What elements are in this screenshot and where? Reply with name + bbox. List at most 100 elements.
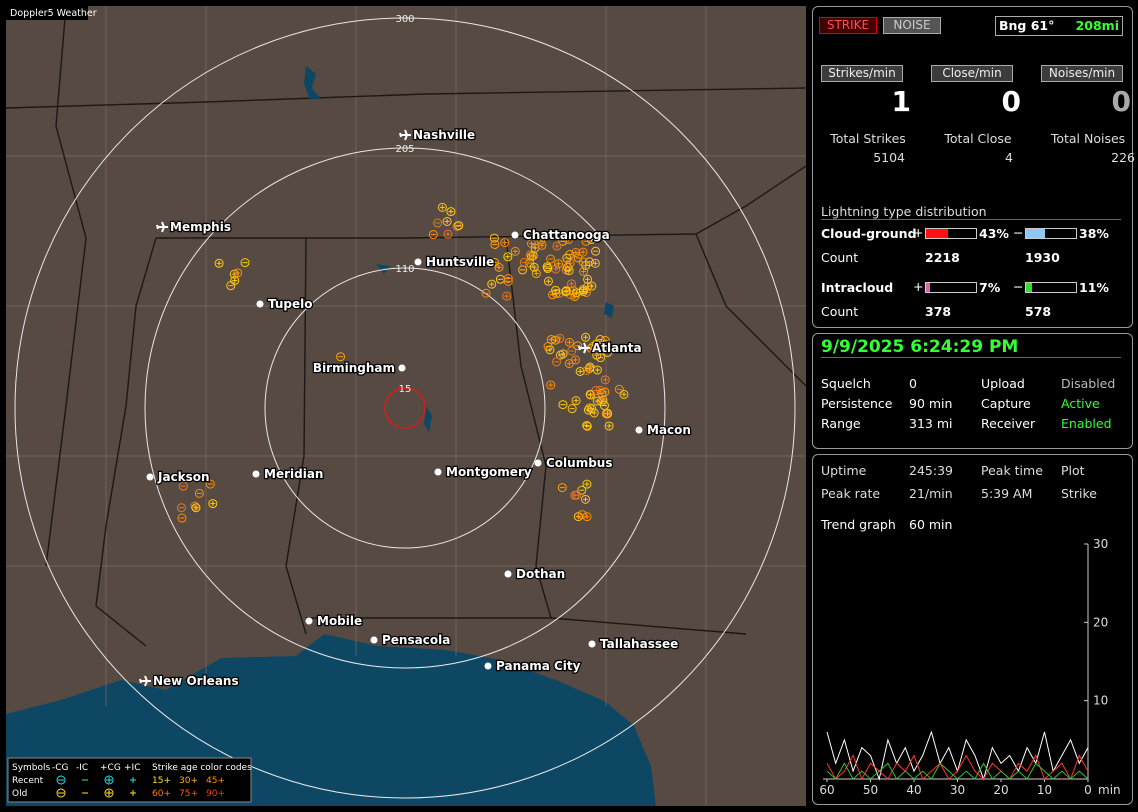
strike-ring <box>583 405 593 415</box>
strike-ring <box>601 409 611 419</box>
strike-ring <box>454 221 464 231</box>
range-rings: 15 110 205 300 <box>14 14 796 799</box>
strike-ring <box>582 421 592 431</box>
field: Peak rate <box>821 486 881 501</box>
strike-symbol <box>582 365 592 375</box>
strike-ring <box>586 235 596 245</box>
field: Strike <box>1061 486 1097 501</box>
strike-symbol <box>565 258 575 268</box>
count-label: Count <box>821 250 859 265</box>
y-tick-label: 10 <box>1093 694 1108 708</box>
strike-symbol <box>503 252 513 262</box>
strike-symbol <box>558 349 568 359</box>
legend-text: -IC <box>76 763 88 773</box>
rate-header: Close/min <box>931 65 1013 82</box>
strike-symbol <box>567 346 577 356</box>
x-tick-label: 20 <box>993 783 1008 797</box>
bearing: Bng 61° <box>999 18 1055 33</box>
strike-ring <box>537 240 547 250</box>
trend-line <box>826 754 1089 781</box>
strike-ring <box>500 238 510 248</box>
count: 578 <box>1025 304 1052 319</box>
legend-text: -CG <box>52 763 69 773</box>
strikes <box>176 202 629 523</box>
strike-symbol <box>490 239 500 249</box>
x-tick-label: 50 <box>863 783 878 797</box>
strike-symbol <box>437 202 447 212</box>
strike-ring <box>546 254 556 264</box>
strike-symbol <box>526 238 536 248</box>
strike-ring <box>214 258 224 268</box>
strike-symbol <box>570 291 580 301</box>
city-label: Tallahassee <box>600 637 678 651</box>
strike-symbol <box>489 233 499 243</box>
sign: + <box>913 279 924 294</box>
strike-ring <box>562 253 572 263</box>
strike-ring <box>564 337 574 347</box>
strike-symbol <box>494 262 504 272</box>
strike-symbol <box>240 258 250 268</box>
total-value: 226 <box>1111 150 1135 165</box>
legend-text: 15+ <box>152 776 171 786</box>
strike-symbol <box>502 291 512 301</box>
trend-graph: 10 20 30 60 50 40 30 20 10 0 min <box>819 537 1120 797</box>
legend-text: Old <box>12 789 27 799</box>
rate-value: 0 <box>1001 85 1021 118</box>
strike-ring <box>580 494 590 504</box>
strike-ring <box>578 247 588 257</box>
x-tick-label: 10 <box>1037 783 1052 797</box>
strike-symbol <box>546 254 556 264</box>
strike-symbol <box>564 235 574 245</box>
strike-symbol <box>490 257 500 267</box>
strike-ring <box>582 479 592 489</box>
city-dot <box>434 468 442 476</box>
strike-ring <box>570 291 580 301</box>
strike-symbol <box>529 262 539 272</box>
city-dot <box>534 459 542 467</box>
city-dot <box>252 470 260 478</box>
trend-line <box>826 762 1089 780</box>
state-lines <box>6 6 806 647</box>
strike-ring <box>190 501 200 511</box>
strike-symbol <box>600 375 610 385</box>
strike-ring <box>510 246 520 256</box>
stats-panel: Uptime 245:39 Peak time Plot Peak rate 21/min… <box>812 454 1133 805</box>
strike-symbol <box>567 404 577 414</box>
strike-symbol <box>582 421 592 431</box>
legend-text: 45+ <box>206 776 225 786</box>
strike-ring <box>336 352 346 362</box>
total-label: Total Strikes <box>830 131 906 146</box>
strike-symbol <box>503 276 513 286</box>
percent: 43% <box>979 226 1009 241</box>
legend-text: 75+ <box>179 789 198 799</box>
y-tick-label: 20 <box>1093 615 1108 629</box>
strike-symbol <box>577 485 587 495</box>
rate-header: Noises/min <box>1041 65 1123 82</box>
strike-button[interactable]: STRIKE <box>819 17 877 34</box>
strike-ring <box>503 252 513 262</box>
city-dot <box>511 231 519 239</box>
strike-symbol <box>592 396 602 406</box>
noise-button[interactable]: NOISE <box>883 17 941 34</box>
strike-symbol <box>571 355 581 365</box>
ring-label: 300 <box>395 14 414 25</box>
strike-symbol <box>454 221 464 231</box>
city-label: Meridian <box>264 467 323 481</box>
strike-symbol <box>548 290 558 300</box>
strike-symbol <box>571 396 581 406</box>
strike-ring <box>571 396 581 406</box>
legend-symbol <box>56 775 66 785</box>
strike-ring <box>437 202 447 212</box>
city-label: Birmingham <box>313 361 395 375</box>
strike-ring <box>489 233 499 243</box>
strike-ring <box>583 274 593 284</box>
city-dot <box>484 662 492 670</box>
strike-ring <box>585 389 595 399</box>
legend-text: 90+ <box>206 789 225 799</box>
strike-ring <box>600 375 610 385</box>
strike-ring <box>519 257 529 267</box>
city-label: Panama City <box>496 659 581 673</box>
strike-symbol <box>481 288 491 298</box>
legend: Symbols -CG -IC +CG +IC Strike age color code… <box>7 757 252 803</box>
